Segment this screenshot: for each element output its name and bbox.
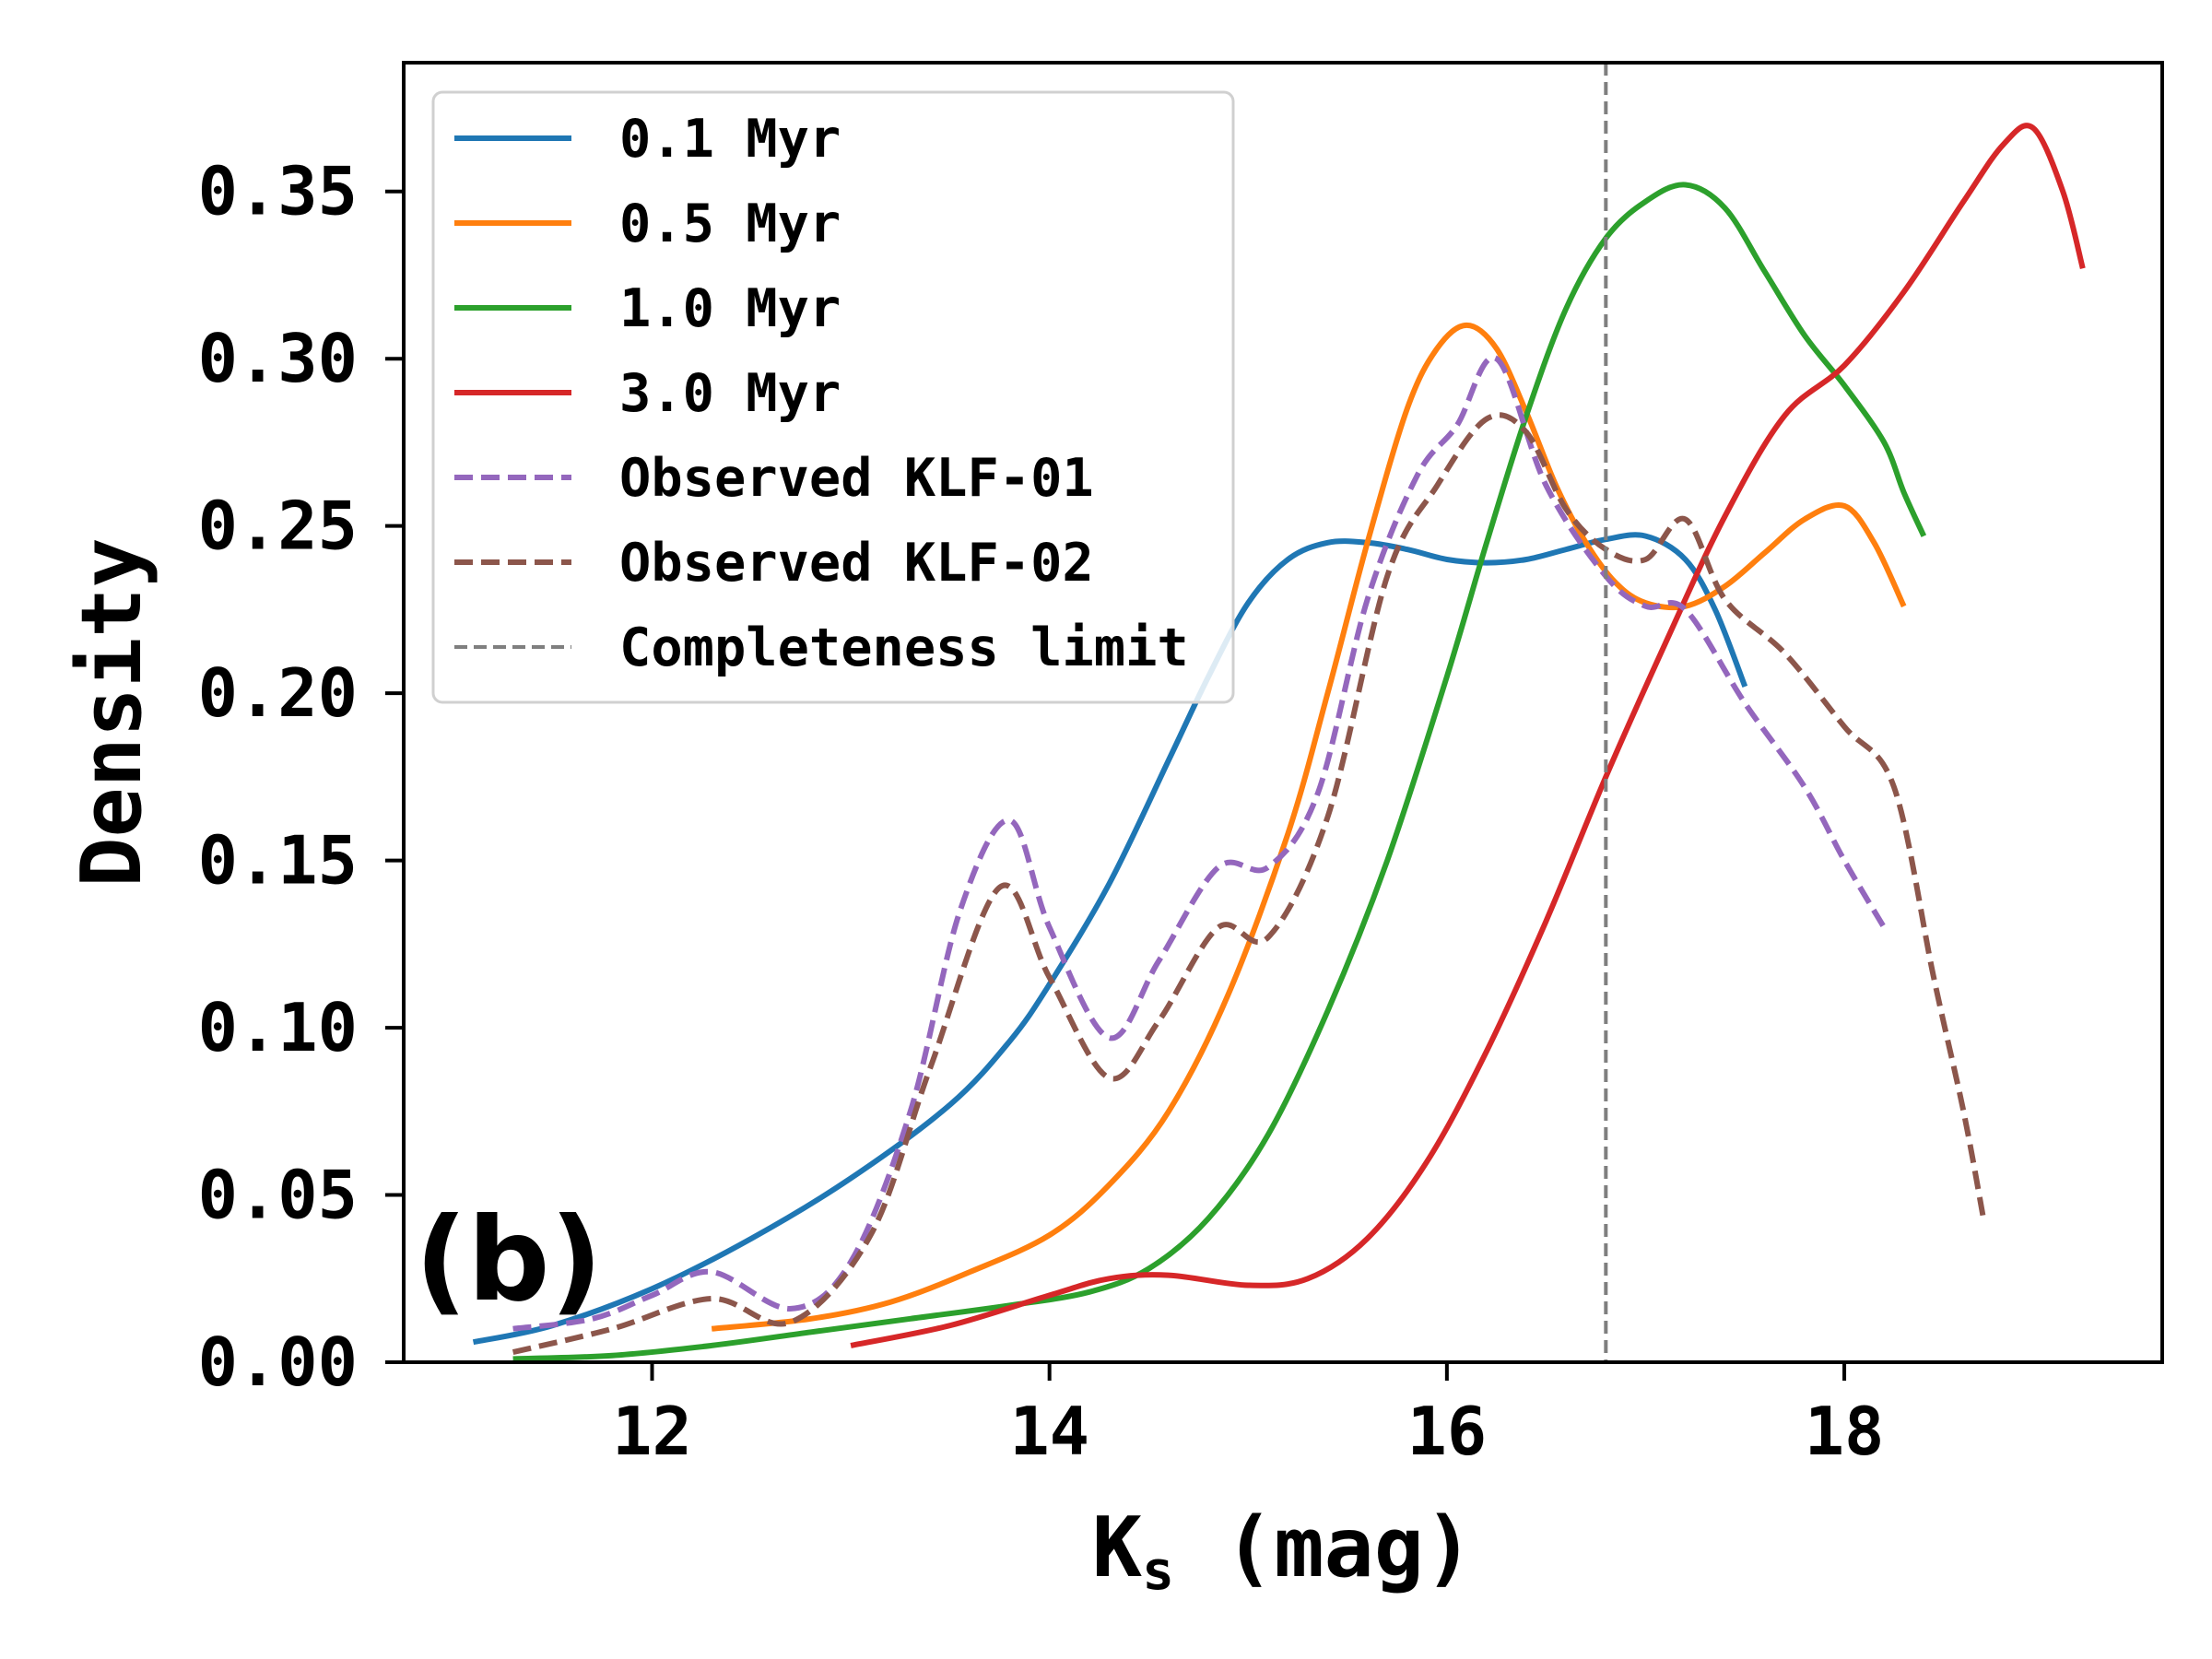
y-tick-label: 0.05 (198, 1157, 358, 1234)
y-tick-label: 0.15 (198, 822, 358, 900)
y-tick-label: 0.25 (198, 488, 358, 565)
legend: 0.1 Myr 0.5 Myr 1.0 Myr 3.0 Myr Observed KLF… (431, 90, 1235, 704)
x-axis-title: Ks (mag) (1092, 1500, 1474, 1602)
x-axis-title-subscript: s (1142, 1539, 1174, 1602)
y-tick-label: 0.35 (198, 153, 358, 230)
legend-label-completeness-limit: Completeness limit (619, 618, 1189, 678)
legend-label-0-5-myr: 0.5 Myr (619, 194, 841, 254)
y-tick-label: 0.20 (198, 654, 358, 732)
series-line-3-0-myr (850, 123, 2086, 1348)
y-tick-label: 0.00 (198, 1324, 358, 1401)
series-layer (472, 123, 2086, 1362)
x-tick-label: 18 (1805, 1393, 1885, 1470)
series-line-observed-klf-02 (512, 412, 1986, 1356)
x-axis: 12 14 16 18 (612, 1362, 1884, 1470)
legend-label-observed-klf-01: Observed KLF-01 (619, 448, 1094, 509)
y-tick-label: 0.10 (198, 989, 358, 1066)
x-axis-title-main: K (1092, 1500, 1142, 1596)
x-tick-label: 14 (1009, 1393, 1089, 1470)
y-tick-label: 0.30 (198, 320, 358, 397)
series-line-1-0-myr (512, 182, 1927, 1362)
legend-frame (431, 90, 1235, 704)
legend-label-observed-klf-02: Observed KLF-02 (619, 533, 1094, 594)
panel-label: (b) (415, 1194, 603, 1327)
plot-frame (402, 61, 2164, 1364)
series-line-0-5-myr (711, 322, 1907, 1332)
y-axis: 0.00 0.05 0.10 0.15 0.20 0.25 0.30 0.35 (198, 153, 404, 1401)
x-axis-title-rest: (mag) (1174, 1500, 1474, 1596)
legend-label-3-0-myr: 3.0 Myr (619, 363, 841, 424)
legend-label-1-0-myr: 1.0 Myr (619, 278, 841, 339)
y-axis-title: Density (64, 537, 160, 887)
x-tick-label: 16 (1407, 1393, 1488, 1470)
legend-label-0-1-myr: 0.1 Myr (619, 109, 841, 170)
x-tick-label: 12 (612, 1393, 692, 1470)
